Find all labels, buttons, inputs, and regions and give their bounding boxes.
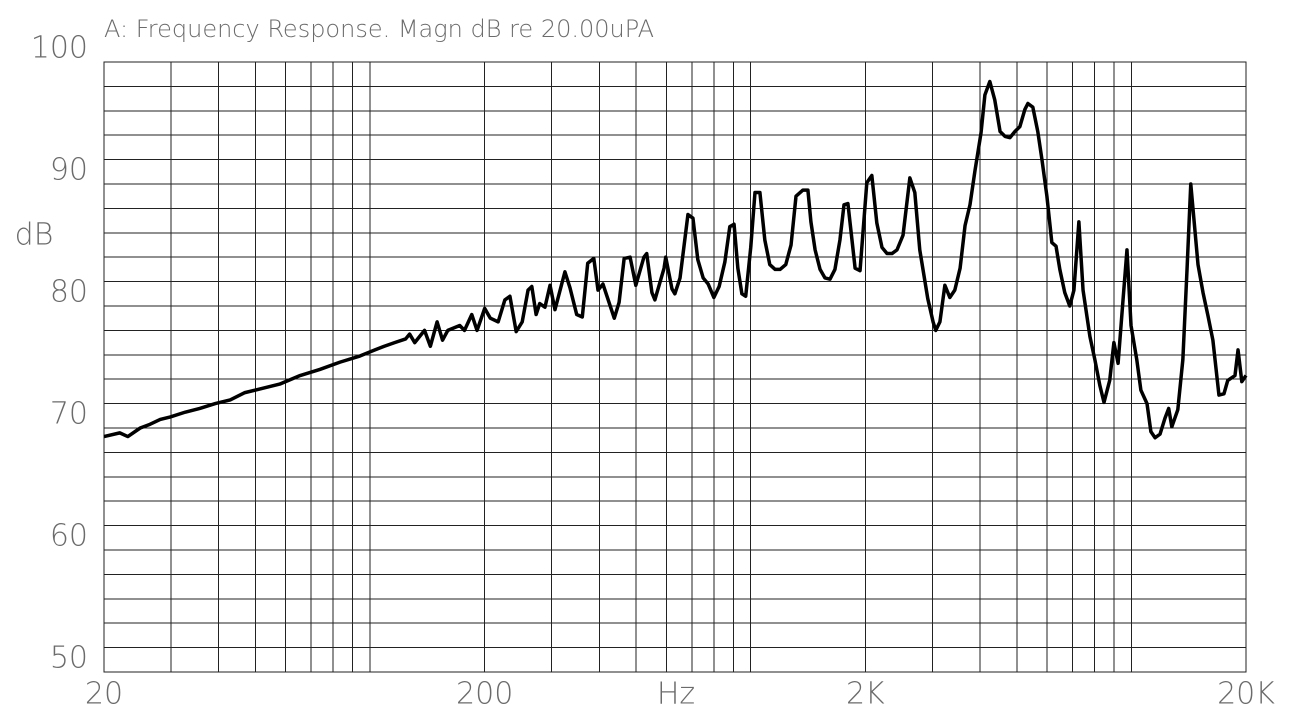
x-tick-label: 20K: [1217, 677, 1275, 712]
plot-frame: [103, 61, 1247, 673]
y-tick-label: 80: [50, 275, 88, 310]
x-tick-label: 20: [85, 677, 123, 712]
chart-title: A: Frequency Response. Magn dB re 20.00u…: [104, 15, 654, 43]
y-tick-label: 100: [31, 31, 88, 66]
y-tick-label: 70: [50, 397, 88, 432]
y-tick-label: 50: [50, 641, 88, 676]
x-tick-label: 200: [456, 677, 513, 712]
x-tick-label: 2K: [846, 677, 885, 712]
y-tick-label: 60: [50, 519, 88, 554]
y-axis-label: dB: [15, 218, 54, 253]
y-tick-label: 90: [50, 153, 88, 188]
response-line: [103, 79, 1248, 440]
x-axis-label: Hz: [657, 677, 695, 712]
